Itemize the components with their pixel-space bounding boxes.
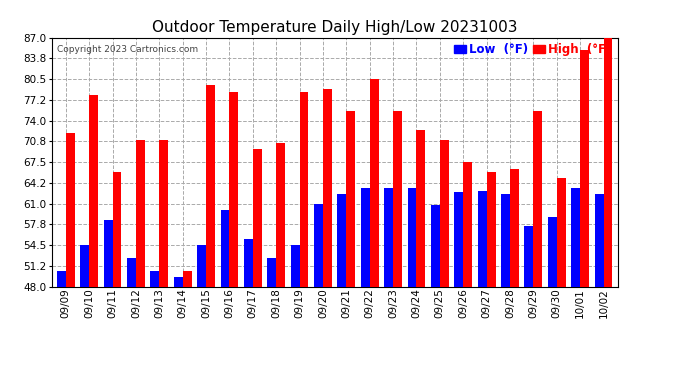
Bar <box>595 194 604 287</box>
Bar <box>337 194 346 287</box>
Bar <box>244 239 253 287</box>
Bar <box>197 245 206 287</box>
Bar <box>314 204 323 287</box>
Bar <box>393 111 402 287</box>
Bar <box>127 258 136 287</box>
Bar <box>221 210 230 287</box>
Title: Outdoor Temperature Daily High/Low 20231003: Outdoor Temperature Daily High/Low 20231… <box>152 20 518 35</box>
Bar <box>440 140 449 287</box>
Bar <box>604 38 613 287</box>
Bar <box>477 191 486 287</box>
Bar <box>533 111 542 287</box>
Bar <box>136 140 145 287</box>
Bar <box>346 111 355 287</box>
Bar <box>57 271 66 287</box>
Bar <box>431 205 440 287</box>
Bar <box>510 169 519 287</box>
Bar <box>150 271 159 287</box>
Bar <box>267 258 276 287</box>
Bar <box>80 245 89 287</box>
Bar <box>276 143 285 287</box>
Bar <box>361 188 370 287</box>
Bar <box>206 86 215 287</box>
Bar <box>159 140 168 287</box>
Bar <box>253 149 262 287</box>
Bar <box>323 88 332 287</box>
Bar <box>454 192 463 287</box>
Legend: Low  (°F), High  (°F): Low (°F), High (°F) <box>454 44 611 56</box>
Bar <box>174 277 183 287</box>
Bar <box>89 95 98 287</box>
Bar <box>571 188 580 287</box>
Bar <box>370 79 379 287</box>
Bar <box>290 245 299 287</box>
Bar <box>299 92 308 287</box>
Bar <box>183 271 192 287</box>
Bar <box>548 216 557 287</box>
Bar <box>557 178 566 287</box>
Bar <box>104 220 112 287</box>
Bar <box>417 130 425 287</box>
Bar <box>524 226 533 287</box>
Text: Copyright 2023 Cartronics.com: Copyright 2023 Cartronics.com <box>57 45 199 54</box>
Bar <box>384 188 393 287</box>
Bar <box>230 92 238 287</box>
Bar <box>112 172 121 287</box>
Bar <box>463 162 472 287</box>
Bar <box>501 194 510 287</box>
Bar <box>486 172 495 287</box>
Bar <box>580 50 589 287</box>
Bar <box>66 134 75 287</box>
Bar <box>408 188 417 287</box>
